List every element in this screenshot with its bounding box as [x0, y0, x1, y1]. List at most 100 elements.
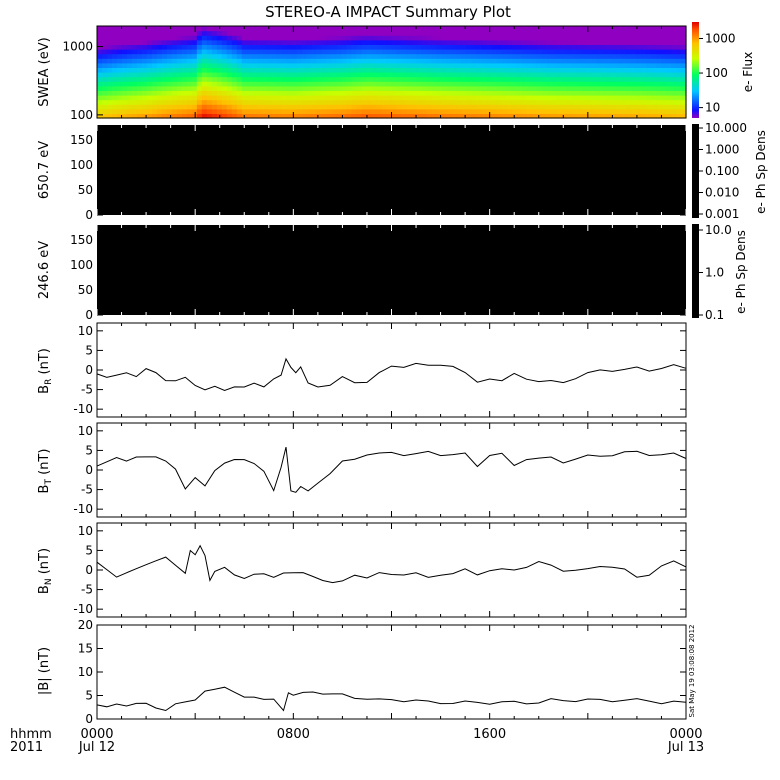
swea-cell — [231, 90, 238, 96]
swea-cell — [316, 104, 323, 110]
swea-cell — [491, 49, 497, 55]
swea-cell — [521, 104, 527, 110]
swea-cell — [371, 113, 378, 119]
swea-cell — [341, 81, 348, 87]
swea-cell — [246, 76, 253, 82]
swea-cell — [501, 58, 507, 64]
swea-cell — [576, 58, 582, 64]
swea-cell — [196, 53, 203, 59]
swea-cell — [211, 76, 218, 82]
swea-cell — [311, 108, 318, 114]
swea-cell — [671, 72, 677, 78]
swea-cell — [341, 90, 348, 96]
swea-cell — [511, 62, 517, 68]
swea-cell — [611, 104, 617, 110]
swea-cell — [97, 95, 103, 101]
swea-cell — [101, 113, 108, 119]
swea-ytick-label: 1000 — [62, 40, 93, 54]
swea-cell — [446, 39, 452, 45]
swea-cell — [576, 85, 582, 91]
swea-cell — [466, 113, 472, 119]
swea-cell — [361, 99, 368, 105]
swea-cell — [121, 113, 128, 119]
swea-cell — [446, 49, 452, 55]
swea-cell — [356, 85, 363, 91]
swea-cell — [131, 26, 138, 32]
swea-cell — [131, 113, 138, 119]
swea-cell — [106, 39, 113, 45]
swea-cell — [411, 53, 418, 59]
swea-cell — [201, 76, 208, 82]
swea-cell — [371, 108, 378, 114]
swea-cell — [306, 108, 313, 114]
swea-cell — [656, 44, 662, 50]
swea-cell — [296, 104, 303, 110]
swea-cell — [331, 113, 338, 119]
swea-cell — [111, 26, 118, 32]
swea-cell — [451, 26, 457, 32]
swea-cell — [336, 72, 343, 78]
swea-cell — [286, 85, 293, 91]
swea-cell — [131, 53, 138, 59]
swea-cell — [416, 99, 423, 105]
swea-cell — [436, 76, 443, 82]
swea-cell — [596, 85, 602, 91]
swea-cell — [141, 108, 148, 114]
swea-cell — [171, 26, 178, 32]
swea-cell — [596, 49, 602, 55]
swea-cell — [551, 26, 557, 32]
swea-cell — [516, 44, 522, 50]
swea-cell — [516, 30, 522, 36]
swea-cell — [671, 81, 677, 87]
swea-cell — [471, 62, 477, 68]
swea-cell — [226, 85, 233, 91]
swea-cell — [626, 81, 632, 87]
swea-cell — [296, 44, 303, 50]
swea-cell — [656, 95, 662, 101]
swea-cell — [536, 72, 542, 78]
swea-cell — [161, 58, 168, 64]
swea-cell — [356, 99, 363, 105]
swea-cell — [391, 35, 398, 41]
swea-cell — [386, 90, 393, 96]
swea-cell — [246, 58, 253, 64]
swea-cell — [181, 35, 188, 41]
swea-cell — [541, 58, 547, 64]
swea-cell — [191, 58, 198, 64]
swea-cell — [226, 76, 233, 82]
swea-cell — [97, 30, 103, 36]
swea-cell — [196, 39, 203, 45]
swea-cell — [276, 81, 283, 87]
swea-cell — [271, 81, 278, 87]
swea-cell — [181, 85, 188, 91]
swea-cell — [166, 85, 173, 91]
swea-cell — [191, 67, 198, 73]
swea-cell — [441, 76, 448, 82]
swea-cell — [376, 76, 383, 82]
swea-cell — [341, 53, 348, 59]
swea-cell — [556, 39, 562, 45]
time-axis-row2-label: 2011 — [10, 740, 43, 755]
swea-cell — [581, 99, 587, 105]
swea-cell — [226, 113, 233, 119]
swea-cell — [636, 26, 642, 32]
swea-cell — [116, 58, 123, 64]
swea-cell — [351, 81, 358, 87]
swea-cell — [421, 58, 428, 64]
swea-cell — [406, 85, 413, 91]
swea-cell — [416, 113, 423, 119]
swea-cell — [666, 67, 672, 73]
swea-cell — [146, 81, 153, 87]
swea-cell — [486, 30, 492, 36]
swea-cell — [206, 99, 213, 105]
swea-cell — [266, 99, 273, 105]
swea-cell — [496, 44, 502, 50]
swea-cell — [241, 99, 248, 105]
swea-cell — [416, 108, 423, 114]
swea-cell — [206, 95, 213, 101]
swea-cell — [211, 35, 218, 41]
swea-cell — [291, 81, 298, 87]
swea-cell — [121, 104, 128, 110]
swea-cell — [656, 113, 662, 119]
